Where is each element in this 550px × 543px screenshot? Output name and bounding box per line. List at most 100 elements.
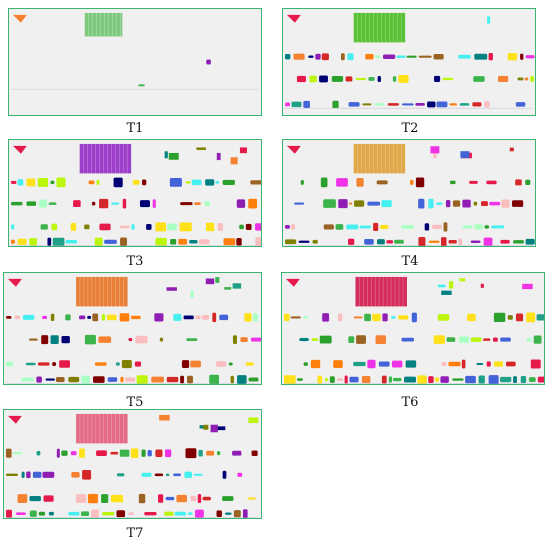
segment-cluster (94, 362, 107, 366)
segment-cluster (415, 103, 425, 106)
segment-cluster (317, 375, 323, 384)
segment-cluster (387, 103, 399, 106)
segment-cluster (312, 239, 318, 244)
upper-cluster (239, 147, 247, 154)
upper-cluster (460, 151, 470, 159)
segment-cluster (173, 473, 182, 477)
segment-cluster (138, 84, 145, 87)
segment-cluster (176, 494, 187, 503)
segment-cluster (159, 337, 164, 342)
segment-cluster (195, 509, 204, 518)
upper-cluster (232, 283, 242, 289)
segment-cluster (319, 335, 332, 344)
segment-cluster (198, 239, 210, 245)
segment-cluster (526, 337, 532, 342)
segment-cluster (417, 375, 427, 384)
segment-cluster (47, 237, 52, 246)
segment-cluster (440, 376, 449, 383)
segment-cluster (96, 179, 100, 185)
segment-cluster (84, 224, 90, 230)
segment-cluster (418, 236, 426, 246)
segment-cluster (115, 362, 120, 366)
segment-cluster (338, 313, 343, 322)
segment-cluster (515, 102, 526, 107)
segment-cluster (87, 315, 92, 319)
segment-cluster (242, 509, 248, 518)
segment-cluster (128, 512, 135, 516)
segment-cluster (284, 225, 290, 229)
segment-cluster (245, 362, 254, 366)
segment-cluster (436, 101, 448, 108)
segment-cluster (70, 451, 77, 456)
segment-cluster (331, 76, 344, 82)
segment-cluster (5, 315, 12, 319)
upper-cluster (210, 424, 218, 433)
segment-cluster (398, 315, 409, 320)
segment-cluster (500, 337, 511, 342)
segment-cluster (41, 335, 49, 345)
caption-t5: T5 (126, 395, 144, 410)
corner-object (286, 145, 301, 154)
segment-cluster (125, 377, 136, 382)
corner-object (7, 415, 22, 424)
segment-cluster (121, 359, 132, 369)
segment-cluster (101, 494, 109, 504)
segment-cluster (225, 512, 232, 515)
segment-cluster (110, 494, 124, 503)
segment-cluster (367, 359, 376, 369)
panel-t2 (282, 8, 536, 116)
upper-cluster (480, 283, 484, 288)
building-cluster (75, 413, 128, 444)
segment-cluster (381, 375, 387, 384)
segment-cluster (465, 375, 476, 384)
segment-cluster (79, 448, 85, 458)
point-cloud-t7 (5, 413, 260, 518)
segment-cluster (309, 75, 317, 83)
segment-cluster (84, 334, 96, 345)
upper-cluster (230, 157, 238, 165)
segment-cluster (187, 512, 193, 515)
segment-cluster (434, 75, 441, 83)
segment-cluster (388, 376, 392, 383)
segment-cluster (255, 223, 261, 231)
caption-t1: T1 (126, 121, 144, 136)
segment-cluster (355, 77, 367, 81)
segment-cluster (392, 76, 397, 82)
segment-cluster (101, 314, 106, 321)
segment-cluster (283, 313, 290, 322)
segment-cluster (368, 77, 375, 81)
segment-cluster (319, 75, 328, 83)
segment-cluster (245, 223, 252, 230)
segment-cluster (320, 177, 328, 188)
segment-cluster (296, 75, 306, 83)
segment-cluster (216, 451, 221, 456)
segment-cluster (373, 222, 379, 232)
segment-cluster (119, 313, 130, 322)
segment-cluster (446, 337, 456, 342)
segment-cluster (356, 335, 366, 344)
segment-cluster (181, 360, 190, 368)
building-cluster (353, 143, 406, 174)
segment-cluster (102, 511, 115, 516)
segment-cluster (165, 496, 175, 501)
corner-object (12, 14, 27, 23)
segment-cluster (336, 378, 343, 381)
segment-cluster (247, 497, 256, 500)
upper-cluster (433, 150, 437, 159)
segment-cluster (36, 376, 42, 383)
segment-cluster (197, 494, 202, 504)
segment-cluster (236, 199, 246, 208)
building-cluster (353, 12, 406, 43)
segment-cluster (146, 223, 152, 230)
segment-cluster (353, 361, 366, 367)
segment-cluster (459, 103, 470, 106)
segment-cluster (382, 54, 396, 59)
segment-cluster (61, 335, 70, 344)
segment-cluster (42, 471, 55, 478)
segment-cluster (180, 202, 193, 206)
segment-cluster (99, 223, 111, 231)
segment-cluster (375, 335, 386, 345)
caption-t7: T7 (126, 526, 144, 541)
segment-cluster (525, 238, 535, 245)
segment-cluster (484, 101, 490, 108)
